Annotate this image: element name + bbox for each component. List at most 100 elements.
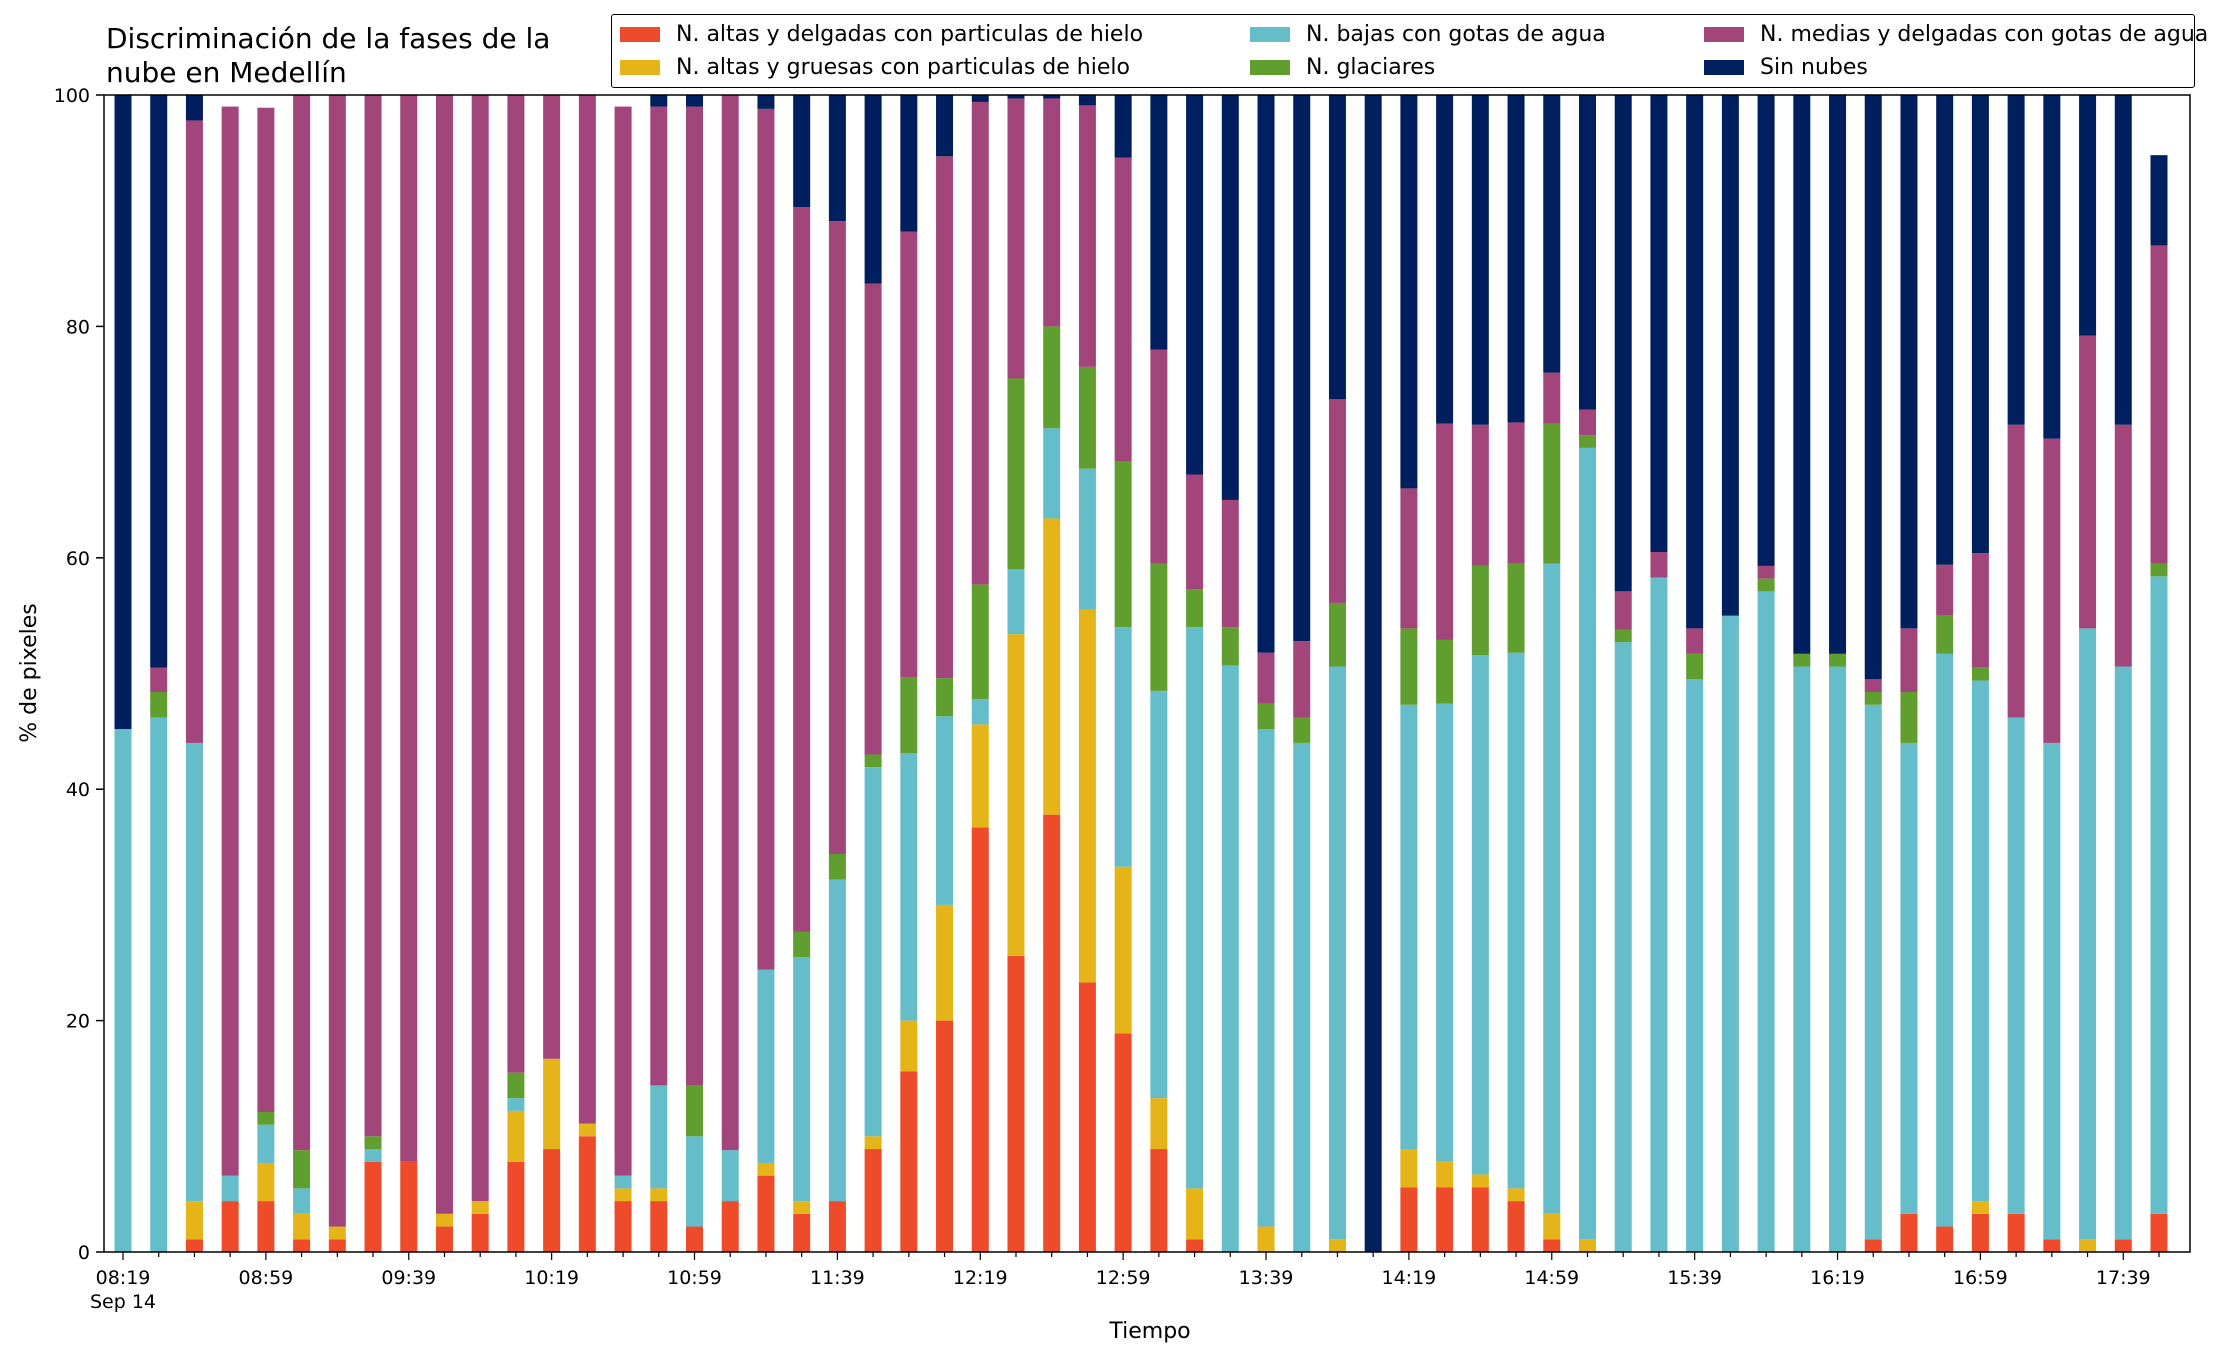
x-tick-label: 08:19: [96, 1267, 151, 1289]
bar-segment: [1578, 435, 1596, 448]
bar-segment: [114, 95, 132, 730]
bar-segment: [1257, 1226, 1275, 1252]
bar-segment: [1829, 95, 1847, 654]
bar-segment: [1543, 423, 1561, 564]
bar-segment: [614, 1201, 632, 1252]
y-axis: 0 20 40 60 80 100: [54, 85, 104, 1264]
legend-item: N. altas y delgadas con particulas de hi…: [620, 19, 1143, 49]
bar-segment: [2079, 335, 2097, 629]
bar-segment: [1971, 1201, 1989, 1214]
y-tick-label: 20: [66, 1011, 90, 1033]
bar-segment: [1757, 578, 1775, 592]
bar-segment: [1971, 95, 1989, 554]
bar-segment: [435, 1213, 453, 1227]
bar-segment: [1293, 742, 1311, 1252]
bar-segment: [936, 904, 954, 1021]
bar-segment: [900, 1020, 918, 1072]
bar-segment: [1150, 1149, 1168, 1252]
bar-segment: [1150, 1098, 1168, 1150]
bar-segment: [1114, 1033, 1132, 1252]
bar-segment: [1543, 372, 1561, 424]
bar-segment: [1721, 95, 1739, 616]
bar-segment: [1507, 652, 1525, 1189]
legend-swatch: [1704, 59, 1744, 75]
bar-segment: [1114, 627, 1132, 867]
bar-segment: [1114, 866, 1132, 1034]
bar-segment: [364, 95, 382, 1137]
bar-segment: [971, 101, 989, 585]
bar-segment: [1864, 95, 1882, 680]
bar-segment: [1114, 461, 1132, 628]
x-tick-label: 09:39: [381, 1267, 436, 1289]
bar-segment: [543, 1058, 561, 1150]
bar-segment: [1150, 349, 1168, 564]
legend-item: N. medias y delgadas con gotas de agua: [1704, 19, 2208, 49]
legend-item: N. bajas con gotas de agua: [1250, 19, 1606, 49]
bar-segment: [1043, 518, 1061, 815]
bar-segment: [578, 1136, 596, 1252]
bar-segment: [1400, 95, 1418, 489]
bar-segment: [1257, 652, 1275, 704]
bar-segment: [793, 1201, 811, 1214]
bar-segment: [185, 95, 203, 121]
bar-segment: [757, 108, 775, 970]
bar-segment: [364, 1149, 382, 1162]
bar-segment: [1686, 679, 1704, 1252]
y-tick-label: 0: [78, 1242, 90, 1264]
bar-segment: [400, 1161, 418, 1252]
bar-segment: [1257, 95, 1275, 653]
bar-segment: [328, 1239, 346, 1252]
bar-segment: [293, 1239, 311, 1252]
bar-segment: [507, 1098, 525, 1111]
x-axis: 08:19 08:59 09:39 10:19 10:59 11:39 12:19 12:59…: [90, 1252, 2160, 1313]
bar-segment: [1221, 95, 1239, 500]
bar-segment: [971, 827, 989, 1252]
bar-segment: [150, 692, 168, 718]
bar-segment: [2150, 155, 2168, 246]
bar-segment: [1757, 565, 1775, 579]
bar-segment: [614, 1175, 632, 1189]
bar-segment: [793, 207, 811, 932]
bar-segment: [828, 221, 846, 854]
bar-segment: [686, 1085, 704, 1137]
bar-segment: [364, 1136, 382, 1150]
x-tick-label: 16:59: [1953, 1267, 2008, 1289]
bar-segment: [2150, 1213, 2168, 1252]
bar-segment: [936, 716, 954, 905]
bar-segment: [2043, 95, 2061, 439]
x-tick-label: 14:59: [1524, 1267, 1579, 1289]
bar-segment: [150, 667, 168, 693]
legend-label: Sin nubes: [1760, 54, 1868, 80]
bar-segment: [828, 879, 846, 1202]
x-tick-label: 13:39: [1239, 1267, 1294, 1289]
bar-segment: [1757, 95, 1775, 566]
bar-segment: [471, 1201, 489, 1214]
bar-segment: [1436, 639, 1454, 704]
bar-segment: [1150, 563, 1168, 691]
y-tick-label: 100: [54, 85, 90, 107]
bar-segment: [1793, 666, 1811, 1252]
chart-title-line: Discriminación de la fases de la: [106, 22, 551, 55]
bar-segment: [1614, 642, 1632, 1252]
bar-segment: [257, 1162, 275, 1202]
bar-segment: [793, 95, 811, 208]
bar-segment: [1186, 95, 1204, 475]
bar-segment: [1257, 703, 1275, 730]
bar-segment: [1221, 499, 1239, 628]
bar-segment: [1186, 1188, 1204, 1240]
bar-segment: [1578, 409, 1596, 436]
bar-segment: [686, 1226, 704, 1252]
bar-segment: [1078, 95, 1096, 106]
bar-segment: [1043, 814, 1061, 1252]
bar-segment: [1007, 569, 1025, 635]
x-tick-sublabel: Sep 14: [90, 1291, 156, 1313]
y-tick-label: 60: [66, 548, 90, 570]
bar-segment: [328, 95, 346, 1227]
bar-segment: [686, 95, 704, 107]
bar-segment: [1578, 447, 1596, 1240]
bar-segment: [257, 107, 275, 1113]
bar-segment: [293, 1150, 311, 1189]
bar-segment: [1507, 95, 1525, 423]
bar-segment: [650, 1085, 668, 1189]
bar-segment: [2043, 1239, 2061, 1252]
